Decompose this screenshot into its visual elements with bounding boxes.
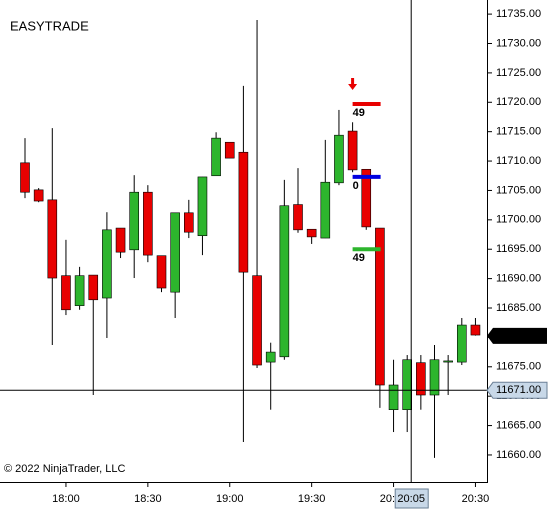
candle-body (197, 176, 208, 237)
x-tick-label: 19:30 (298, 493, 326, 505)
candle-body (20, 162, 30, 193)
y-tick-label: 11720.00 (496, 96, 541, 108)
chart-title: EASYTRADE (10, 18, 89, 33)
last-price-box (487, 327, 547, 344)
y-tick-label: 11675.00 (496, 361, 541, 373)
x-tick-label: 19:00 (216, 493, 244, 505)
candle-body (88, 274, 99, 301)
candle-body (74, 275, 85, 306)
y-tick-label: 11695.00 (496, 243, 541, 255)
candle-body (238, 151, 249, 273)
candle-body (416, 362, 426, 396)
x-tick-label: 18:00 (52, 493, 80, 505)
candle-body (252, 275, 262, 366)
candle-body (456, 324, 467, 363)
crosshair-price-label: 11671.00 (496, 384, 541, 396)
candle-body (388, 384, 399, 411)
copyright: © 2022 NinjaTrader, LLC (4, 463, 125, 475)
x-tick-label: 18:30 (134, 493, 162, 505)
y-tick-label: 11730.00 (496, 37, 541, 49)
crosshair-time-box (394, 488, 429, 509)
candle-body (47, 199, 58, 279)
y-tick-label: 11735.00 (496, 8, 541, 20)
candle-body (347, 130, 358, 171)
x-tick-label: 20:30 (462, 493, 490, 505)
candle-body (443, 360, 453, 363)
order-quantity: 49 (353, 107, 365, 119)
y-tick-label: 11705.00 (496, 184, 541, 196)
candle-body (429, 359, 440, 396)
crosshair-price-box (486, 381, 548, 399)
y-tick-label: 11660.00 (496, 449, 541, 461)
y-tick-label: 11700.00 (496, 214, 541, 226)
candle-body (265, 351, 276, 363)
candle-body (170, 212, 180, 293)
candle-body (211, 137, 221, 177)
y-tick-label: 11725.00 (496, 67, 541, 79)
order-quantity: 49 (353, 252, 365, 264)
crosshair-time-label: 20:05 (397, 493, 425, 505)
y-tick-label: 11665.00 (496, 419, 541, 431)
candle-body (33, 189, 44, 202)
candle-body (61, 275, 71, 311)
candle-body (402, 359, 413, 410)
candle-body (224, 141, 235, 159)
signal-arrow (348, 78, 358, 91)
y-tick-label: 11685.00 (496, 302, 541, 314)
y-tick-label: 11710.00 (496, 155, 541, 167)
candle-body (102, 229, 112, 299)
candle-body (470, 324, 481, 336)
candle-body (375, 227, 385, 386)
candle-body (334, 134, 344, 184)
candle-body (156, 255, 167, 289)
candle-body (306, 228, 317, 238)
last-price-label: 11680.25 (496, 330, 541, 342)
candle-body (143, 191, 153, 256)
candle-body (279, 205, 290, 358)
y-tick-label: 11715.00 (496, 126, 541, 138)
candle-body (320, 181, 331, 239)
candle-body (184, 212, 194, 233)
order-quantity: 0 (353, 180, 359, 192)
candle-body (115, 227, 126, 253)
candle-body (361, 168, 372, 228)
candle-body (293, 204, 303, 231)
candle-body (129, 191, 139, 251)
y-tick-label: 11690.00 (496, 273, 541, 285)
